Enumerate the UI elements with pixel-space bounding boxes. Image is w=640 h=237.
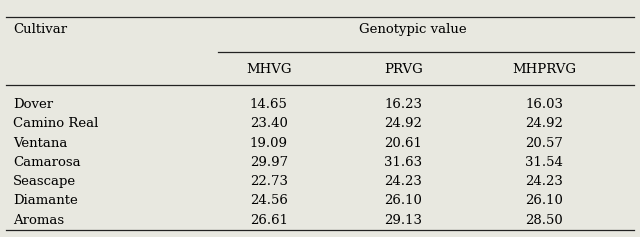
Text: 26.10: 26.10 bbox=[525, 194, 563, 207]
Text: Cultivar: Cultivar bbox=[13, 23, 67, 36]
Text: 20.61: 20.61 bbox=[384, 137, 422, 150]
Text: Aromas: Aromas bbox=[13, 214, 64, 227]
Text: 26.61: 26.61 bbox=[250, 214, 288, 227]
Text: Genotypic value: Genotypic value bbox=[359, 23, 467, 36]
Text: Dover: Dover bbox=[13, 98, 53, 111]
Text: 23.40: 23.40 bbox=[250, 117, 288, 130]
Text: Diamante: Diamante bbox=[13, 194, 77, 207]
Text: MHVG: MHVG bbox=[246, 64, 292, 76]
Text: 24.92: 24.92 bbox=[384, 117, 422, 130]
Text: 20.57: 20.57 bbox=[525, 137, 563, 150]
Text: Camino Real: Camino Real bbox=[13, 117, 98, 130]
Text: Seascape: Seascape bbox=[13, 175, 76, 188]
Text: 28.50: 28.50 bbox=[525, 214, 563, 227]
Text: Ventana: Ventana bbox=[13, 137, 67, 150]
Text: 24.23: 24.23 bbox=[384, 175, 422, 188]
Text: Camarosa: Camarosa bbox=[13, 156, 81, 169]
Text: 31.54: 31.54 bbox=[525, 156, 563, 169]
Text: 29.97: 29.97 bbox=[250, 156, 288, 169]
Text: MHPRVG: MHPRVG bbox=[512, 64, 576, 76]
Text: 22.73: 22.73 bbox=[250, 175, 288, 188]
Text: 31.63: 31.63 bbox=[384, 156, 422, 169]
Text: 26.10: 26.10 bbox=[384, 194, 422, 207]
Text: 14.65: 14.65 bbox=[250, 98, 288, 111]
Text: 16.03: 16.03 bbox=[525, 98, 563, 111]
Text: 29.13: 29.13 bbox=[384, 214, 422, 227]
Text: PRVG: PRVG bbox=[384, 64, 422, 76]
Text: 16.23: 16.23 bbox=[384, 98, 422, 111]
Text: 19.09: 19.09 bbox=[250, 137, 288, 150]
Text: 24.92: 24.92 bbox=[525, 117, 563, 130]
Text: 24.56: 24.56 bbox=[250, 194, 288, 207]
Text: 24.23: 24.23 bbox=[525, 175, 563, 188]
